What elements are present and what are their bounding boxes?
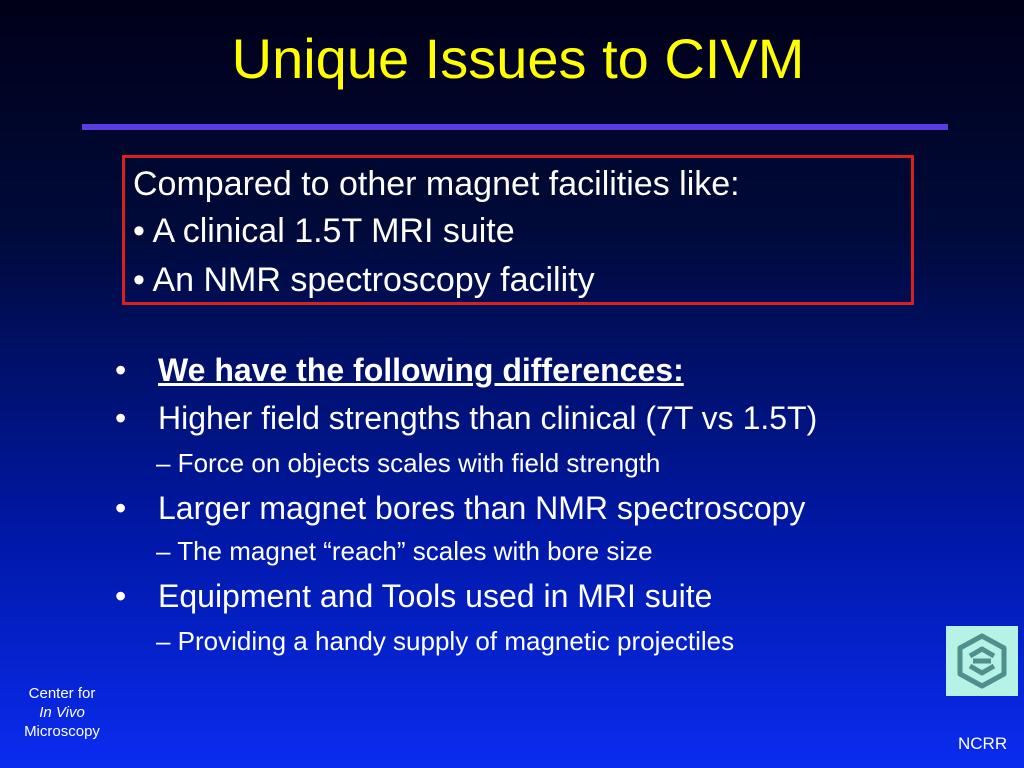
footer-line: Center for (28, 685, 96, 702)
bullet-differences: • We have the following differences: (115, 350, 684, 390)
sub-bullet-projectiles: – Providing a handy supply of magnetic p… (156, 626, 735, 656)
comparison-item-nmr: • An NMR spectroscopy facility (133, 261, 595, 299)
bullet-glyph: • (115, 490, 127, 526)
bullet-text: We have the following differences: (158, 352, 684, 388)
bullet-text: Higher field strengths than clinical (7T… (158, 400, 818, 436)
bullet-text: Larger magnet bores than NMR spectroscop… (158, 490, 806, 526)
civm-footer-label: Center for In Vivo Microscopy (10, 684, 114, 741)
bullet-glyph: • (115, 400, 127, 436)
bullet-glyph: • (115, 352, 127, 388)
footer-line: Microscopy (24, 723, 100, 740)
bullet-glyph: • (115, 578, 127, 614)
sub-bullet-force: – Force on objects scales with field str… (156, 448, 661, 478)
title-divider (82, 124, 948, 130)
ncrr-logo-icon (946, 626, 1018, 696)
comparison-box: Compared to other magnet facilities like… (122, 155, 914, 305)
bullet-field-strength: • Higher field strengths than clinical (7… (115, 398, 817, 438)
bullet-text: Equipment and Tools used in MRI suite (158, 578, 713, 614)
comparison-item-mri: • A clinical 1.5T MRI suite (133, 212, 515, 250)
comparison-intro: Compared to other magnet facilities like… (133, 165, 740, 203)
bullet-magnet-bores: • Larger magnet bores than NMR spectrosco… (115, 488, 805, 528)
footer-line: In Vivo (39, 704, 85, 721)
slide-title: Unique Issues to CIVM (231, 27, 805, 90)
ncrr-label: NCRR (958, 734, 1008, 753)
sub-bullet-reach: – The magnet “reach” scales with bore si… (156, 536, 653, 566)
bullet-equipment: • Equipment and Tools used in MRI suite (115, 576, 712, 616)
